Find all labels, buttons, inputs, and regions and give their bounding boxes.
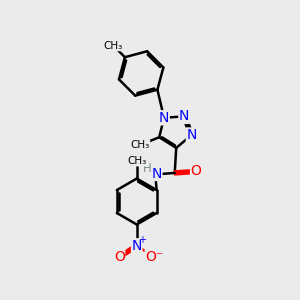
Text: +: +: [138, 236, 146, 245]
Text: N: N: [186, 128, 197, 142]
Text: CH₃: CH₃: [104, 41, 123, 51]
Text: O⁻: O⁻: [145, 250, 164, 264]
Text: N: N: [132, 239, 142, 253]
Text: N: N: [159, 111, 169, 125]
Text: CH₃: CH₃: [127, 156, 146, 166]
Text: CH₃: CH₃: [130, 140, 150, 150]
Text: N: N: [152, 167, 162, 181]
Text: H: H: [142, 162, 152, 175]
Text: O: O: [114, 250, 125, 264]
Text: O: O: [190, 164, 202, 178]
Text: N: N: [179, 110, 189, 123]
